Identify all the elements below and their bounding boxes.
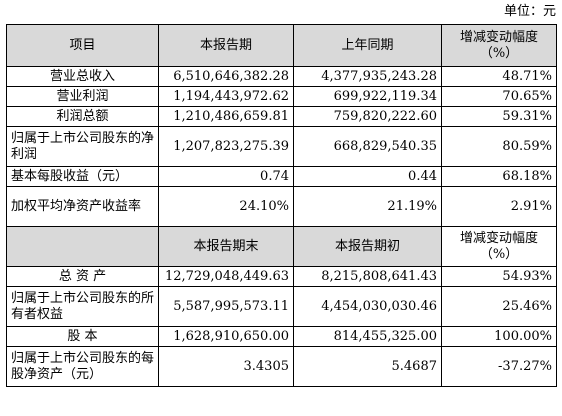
header-row-period: 项目 本报告期 上年同期 增减变动幅度 （%） xyxy=(6,24,557,67)
value-change: 54.93% xyxy=(441,266,557,287)
value-previous: 4,377,935,243.28 xyxy=(293,66,442,87)
value-change: 2.91% xyxy=(441,186,557,227)
header-change-line2: （%） xyxy=(479,246,519,262)
value-previous: 5.4687 xyxy=(293,346,442,387)
row-label: 利润总额 xyxy=(6,106,159,127)
table-row: 总 资 产 12,729,048,449.63 8,215,808,641.43… xyxy=(6,266,557,287)
table-row: 营业利润 1,194,443,972.62 699,922,119.34 70.… xyxy=(6,86,557,107)
value-current: 3.4305 xyxy=(158,346,294,387)
header-change-line1: 增减变动幅度 xyxy=(459,29,538,45)
value-previous: 668,829,540.35 xyxy=(293,126,442,167)
value-current: 1,210,486,659.81 xyxy=(158,106,294,127)
header-period-start: 本报告期初 xyxy=(293,226,442,267)
table-row: 归属于上市公司股东的净利润 1,207,823,275.39 668,829,5… xyxy=(6,126,557,167)
value-change: -37.27% xyxy=(441,346,557,387)
row-label: 加权平均净资产收益率 xyxy=(6,186,159,227)
header-period-end: 本报告期末 xyxy=(158,226,294,267)
header-previous-period: 上年同期 xyxy=(293,24,442,67)
row-label: 总 资 产 xyxy=(6,266,159,287)
table-row: 股 本 1,628,910,650.00 814,455,325.00 100.… xyxy=(6,326,557,347)
header-row-balance: 本报告期末 本报告期初 增减变动幅度 （%） xyxy=(6,226,557,267)
header-item: 项目 xyxy=(6,24,159,67)
row-label: 股 本 xyxy=(6,326,159,347)
header-current-period: 本报告期 xyxy=(158,24,294,67)
value-current: 24.10% xyxy=(158,186,294,227)
value-change: 68.18% xyxy=(441,166,557,187)
value-current: 12,729,048,449.63 xyxy=(158,266,294,287)
header-change-line2: （%） xyxy=(479,45,519,61)
table-row: 营业总收入 6,510,646,382.28 4,377,935,243.28 … xyxy=(6,66,557,87)
value-change: 100.00% xyxy=(441,326,557,347)
value-previous: 21.19% xyxy=(293,186,442,227)
table-row: 利润总额 1,210,486,659.81 759,820,222.60 59.… xyxy=(6,106,557,127)
table-row: 归属于上市公司股东的所有者权益 5,587,995,573.11 4,454,0… xyxy=(6,286,557,327)
row-label: 归属于上市公司股东的每股净资产（元） xyxy=(6,346,159,387)
header-blank xyxy=(6,226,159,267)
row-label: 营业总收入 xyxy=(6,66,159,87)
financial-summary-table: 项目 本报告期 上年同期 增减变动幅度 （%） 营业总收入 6,510,646,… xyxy=(6,24,557,387)
value-previous: 0.44 xyxy=(293,166,442,187)
value-current: 0.74 xyxy=(158,166,294,187)
value-current: 6,510,646,382.28 xyxy=(158,66,294,87)
value-change: 59.31% xyxy=(441,106,557,127)
value-change: 25.46% xyxy=(441,286,557,327)
header-change: 增减变动幅度 （%） xyxy=(441,24,557,67)
value-previous: 814,455,325.00 xyxy=(293,326,442,347)
value-current: 1,628,910,650.00 xyxy=(158,326,294,347)
table-row: 基本每股收益（元） 0.74 0.44 68.18% xyxy=(6,166,557,187)
value-current: 5,587,995,573.11 xyxy=(158,286,294,327)
unit-label: 单位：元 xyxy=(503,4,556,19)
table-row: 加权平均净资产收益率 24.10% 21.19% 2.91% xyxy=(6,186,557,227)
row-label: 归属于上市公司股东的所有者权益 xyxy=(6,286,159,327)
row-label: 基本每股收益（元） xyxy=(6,166,159,187)
value-change: 70.65% xyxy=(441,86,557,107)
value-current: 1,194,443,972.62 xyxy=(158,86,294,107)
row-label: 归属于上市公司股东的净利润 xyxy=(6,126,159,167)
value-previous: 699,922,119.34 xyxy=(293,86,442,107)
table-row: 归属于上市公司股东的每股净资产（元） 3.4305 5.4687 -37.27% xyxy=(6,346,557,387)
value-previous: 759,820,222.60 xyxy=(293,106,442,127)
header-change-line1: 增减变动幅度 xyxy=(459,230,538,246)
value-change: 80.59% xyxy=(441,126,557,167)
value-current: 1,207,823,275.39 xyxy=(158,126,294,167)
value-previous: 4,454,030,030.46 xyxy=(293,286,442,327)
value-change: 48.71% xyxy=(441,66,557,87)
row-label: 营业利润 xyxy=(6,86,159,107)
value-previous: 8,215,808,641.43 xyxy=(293,266,442,287)
header-change: 增减变动幅度 （%） xyxy=(441,226,557,267)
